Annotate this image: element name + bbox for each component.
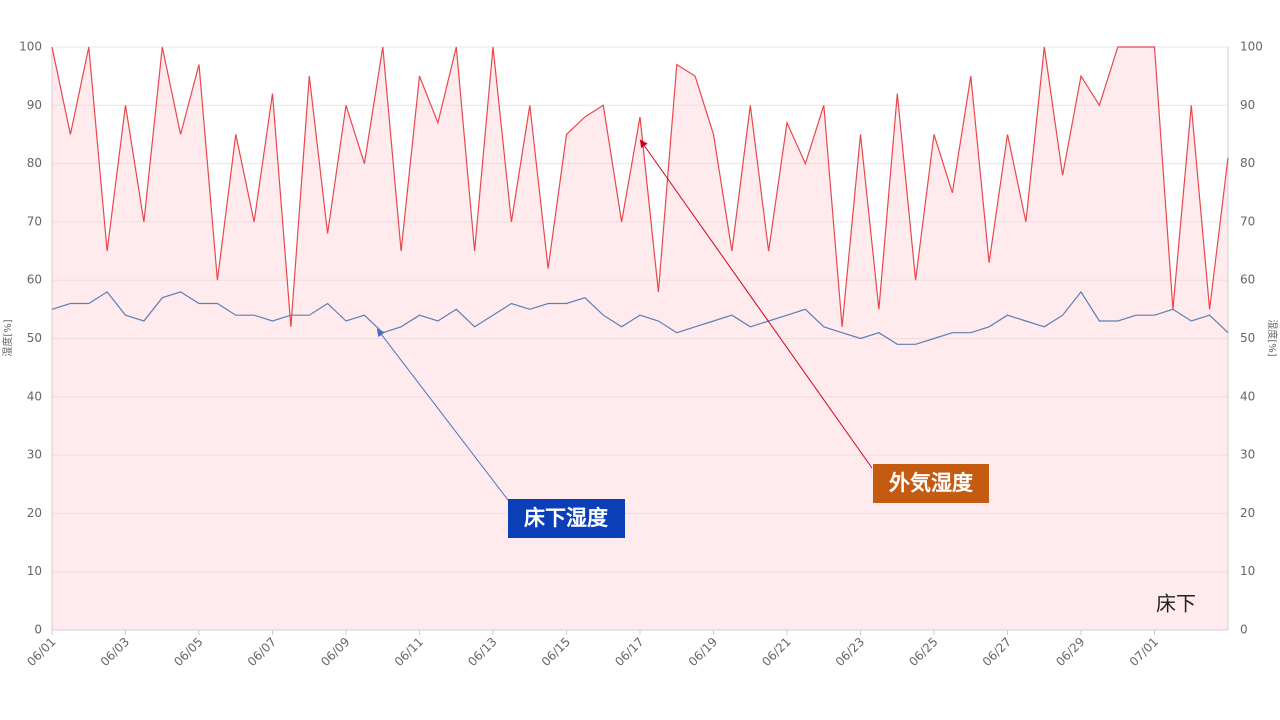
x-tick-label: 06/03 — [98, 635, 132, 669]
y2-tick-label: 60 — [1240, 273, 1255, 287]
arrow — [639, 139, 873, 469]
area — [52, 47, 1228, 630]
y-tick-label: 40 — [27, 389, 42, 403]
y2-tick-label: 90 — [1240, 98, 1255, 112]
y-tick-label: 60 — [27, 273, 42, 287]
annotation: 床下 — [1156, 592, 1196, 616]
x-tick-label: 06/29 — [1053, 635, 1087, 669]
x-tick-label: 06/15 — [539, 635, 573, 669]
annotation-box — [873, 464, 989, 503]
annotation: 床下湿度 — [524, 506, 608, 530]
x-tick-label: 06/01 — [24, 635, 58, 669]
x-tick-label: 06/09 — [318, 635, 352, 669]
y2-tick-label: 20 — [1240, 506, 1255, 520]
line — [51, 46, 1229, 327]
y2-tick-label: 100 — [1240, 40, 1263, 54]
y2-tick-label: 40 — [1240, 389, 1255, 403]
annotation: 外気湿度 — [889, 471, 973, 495]
x-tick-label: 06/13 — [465, 635, 499, 669]
x-tick-label: 07/01 — [1127, 635, 1161, 669]
y-tick-label: 50 — [27, 331, 42, 345]
annotation-box — [508, 499, 625, 538]
arrow — [376, 328, 509, 501]
y2-tick-label: 0 — [1240, 623, 1248, 637]
line — [51, 290, 1229, 345]
y-tick-label: 100 — [19, 40, 42, 54]
y2-tick-label: 80 — [1240, 156, 1255, 170]
y2-axis-label: 湿度[%] — [1266, 319, 1279, 356]
y-tick-label: 90 — [27, 98, 42, 112]
y2-tick-label: 70 — [1240, 214, 1255, 228]
x-tick-label: 06/19 — [686, 635, 720, 669]
y-tick-label: 80 — [27, 156, 42, 170]
x-tick-label: 06/21 — [759, 635, 793, 669]
x-tick-label: 06/05 — [171, 635, 205, 669]
x-tick-label: 06/27 — [980, 635, 1014, 669]
y2-tick-label: 50 — [1240, 331, 1255, 345]
y-tick-label: 20 — [27, 506, 42, 520]
y-tick-label: 10 — [27, 564, 42, 578]
y2-tick-label: 10 — [1240, 564, 1255, 578]
x-tick-label: 06/07 — [245, 635, 279, 669]
y-tick-label: 70 — [27, 214, 42, 228]
y2-tick-label: 30 — [1240, 448, 1255, 462]
x-tick-label: 06/25 — [906, 635, 940, 669]
y-tick-label: 30 — [27, 448, 42, 462]
x-tick-label: 06/23 — [833, 635, 867, 669]
y-tick-label: 0 — [34, 623, 42, 637]
x-tick-label: 06/11 — [392, 635, 426, 669]
y-axis-label: 湿度[%] — [1, 319, 14, 356]
x-tick-label: 06/17 — [612, 635, 646, 669]
